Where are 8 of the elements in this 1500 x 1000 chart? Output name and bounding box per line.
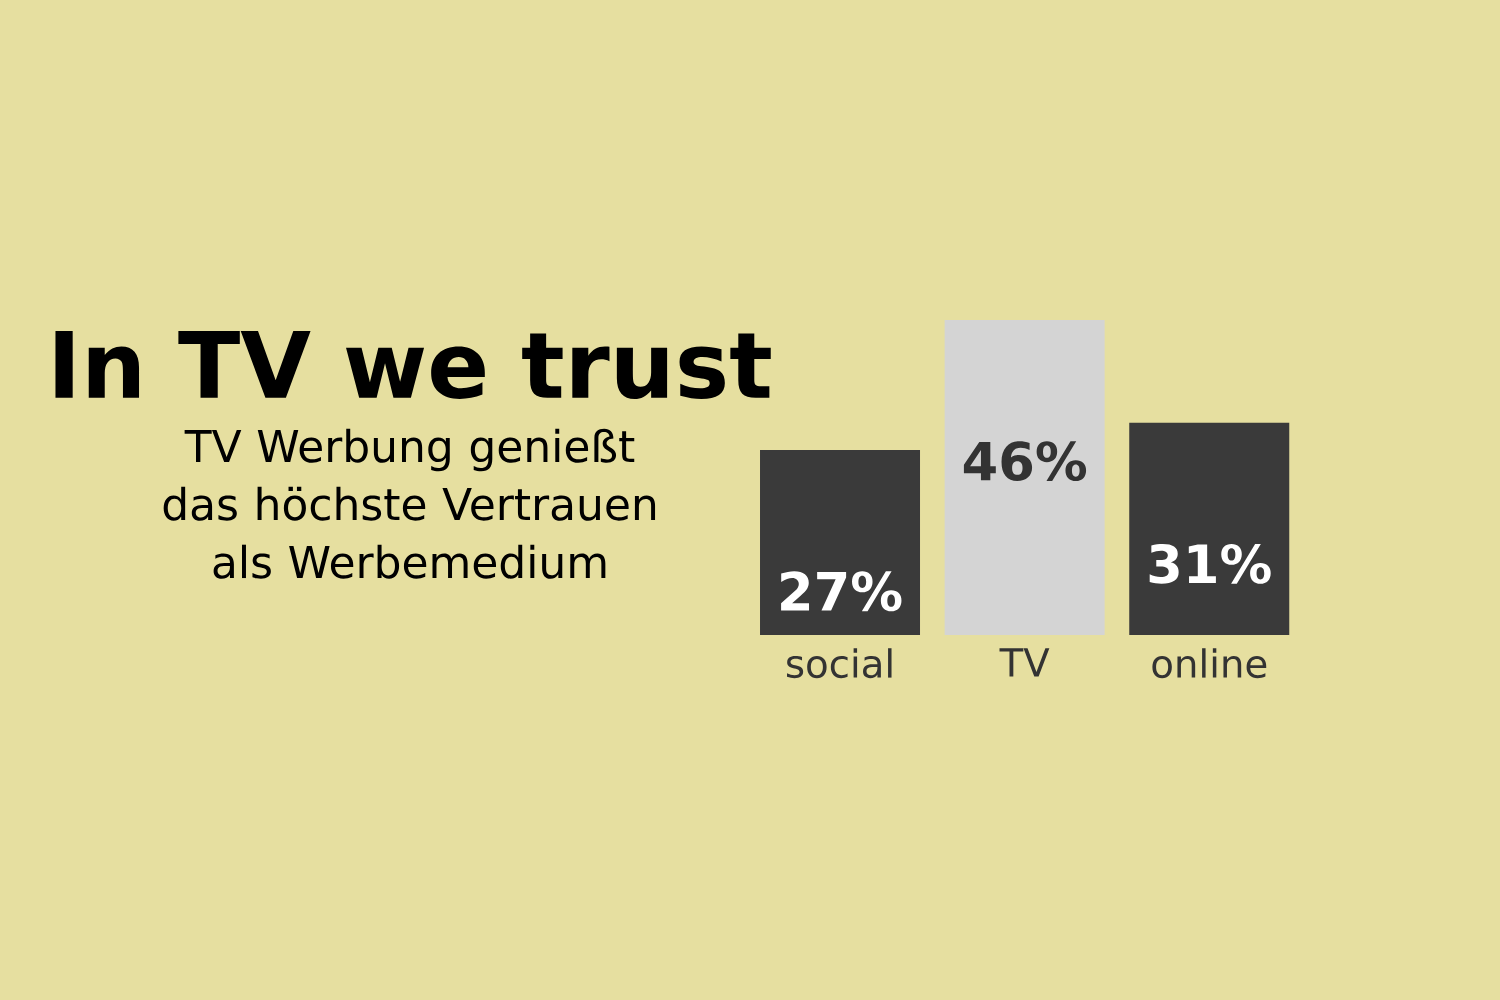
x-tick-label: TV: [999, 648, 1050, 677]
x-tick-label: online: [1152, 648, 1267, 679]
data-label: 27%: [781, 571, 902, 612]
text: TV Werbung genießt das höchste Vertrauen als Werbemedium: [163, 428, 656, 579]
data-label: 46%: [963, 441, 1087, 482]
data-label: 31%: [1149, 543, 1271, 584]
chart-title: In TV we trust: [55, 331, 771, 399]
x-tick-label: social: [787, 648, 892, 679]
